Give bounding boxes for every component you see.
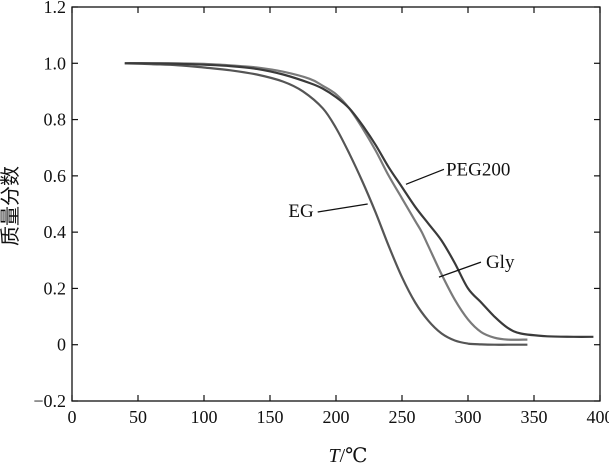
series-leader-eg [317,203,368,213]
series-label-eg: EG [288,201,314,222]
tick-marks: 0 50 100 150 200 250 300 350 400−0.200.20.40.60.… [33,0,609,427]
x-axis-title: T/℃ [328,445,367,466]
y-tick-label: −0.2 [33,391,66,411]
series-line-peg200 [124,62,594,338]
x-tick-label: 100 [191,407,218,427]
series-line-gly [124,62,528,341]
series-lines [124,62,594,346]
series-leader-gly [438,261,482,278]
x-tick-label: 0 [68,407,77,427]
plot-frame [71,6,601,402]
y-tick-label: 0.4 [44,222,67,242]
x-tick-label: 400 [587,407,609,427]
x-tick-label: 50 [129,407,147,427]
y-tick-label: 0 [57,335,66,355]
x-axis-title-italic: T [328,445,341,466]
series-labels: EG Gly PEG200 [288,159,515,278]
y-tick-label: 0.6 [44,166,67,186]
x-tick-label: 200 [323,407,350,427]
y-tick-label: 0.2 [44,278,67,298]
x-tick-label: 250 [389,407,416,427]
y-axis-title: 质量分数 [0,166,22,246]
series-leader-peg200 [405,168,445,185]
x-tick-label: 350 [521,407,548,427]
x-tick-label: 300 [455,407,482,427]
x-tick-label: 150 [257,407,284,427]
series-label-peg200: PEG200 [446,159,510,180]
series-line-eg [124,62,528,346]
y-tick-label: 1.0 [44,53,67,73]
y-tick-label: 0.8 [44,110,67,130]
x-axis-title-unit: /℃ [340,445,368,466]
y-tick-label: 1.2 [44,0,67,17]
series-label-gly: Gly [486,252,515,273]
axes [71,6,601,402]
